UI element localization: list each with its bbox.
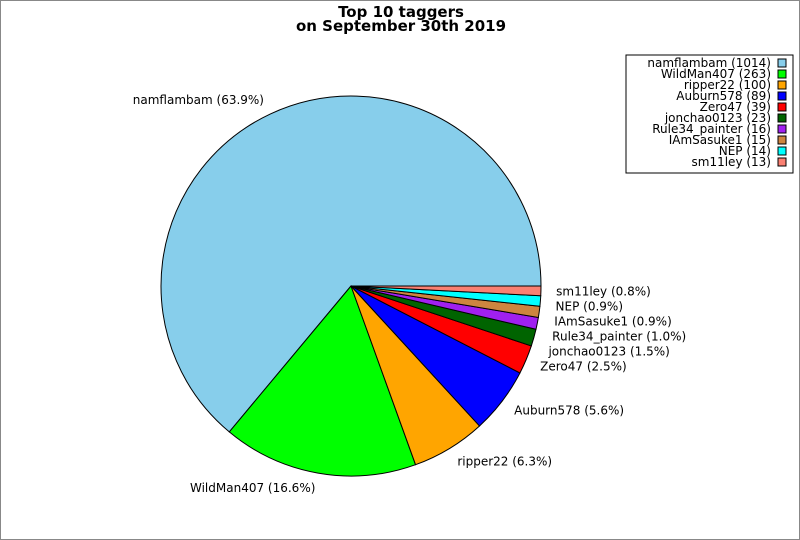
slice-label-ripper22: ripper22 (6.3%) [457,455,552,469]
legend-swatch-IAmSasuke1 [777,135,787,145]
slice-label-jonchao0123: jonchao0123 (1.5%) [547,344,669,358]
legend-swatch-ripper22 [777,80,787,90]
pie-slice-namflambam [160,95,542,433]
legend-label-IAmSasuke1: IAmSasuke1 (15) [669,133,771,147]
pie-slice-WildMan407 [228,285,417,477]
legend-swatch-Zero47 [777,102,787,112]
legend-swatch-Auburn578 [777,91,787,101]
slice-label-Auburn578: Auburn578 (5.6%) [514,403,624,417]
legend-swatch-WildMan407 [777,69,787,79]
slice-label-IAmSasuke1: IAmSasuke1 (0.9%) [554,314,671,328]
slice-label-sm11ley: sm11ley (0.8%) [556,284,651,298]
legend-label-WildMan407: WildMan407 (263) [661,67,771,81]
legend-label-Rule34_painter: Rule34_painter (16) [652,122,771,136]
legend-label-sm11ley: sm11ley (13) [692,155,771,169]
legend-label-jonchao0123: jonchao0123 (23) [664,111,771,125]
legend-swatch-sm11ley [777,157,787,167]
slice-label-NEP: NEP (0.9%) [556,299,623,313]
slice-label-Rule34_painter: Rule34_painter (1.0%) [552,329,686,343]
legend-label-ripper22: ripper22 (100) [684,78,771,92]
slice-label-namflambam: namflambam (63.9%) [133,93,264,107]
legend-label-NEP: NEP (14) [719,144,771,158]
legend-box [625,54,794,174]
legend-label-namflambam: namflambam (1014) [647,56,771,70]
legend-swatch-namflambam [777,58,787,68]
legend-swatch-NEP [777,146,787,156]
chart-title-line2: on September 30th 2019 [296,17,506,35]
pie-slice-sm11ley [350,285,542,297]
slice-label-WildMan407: WildMan407 (16.6%) [190,481,315,495]
slice-label-Zero47: Zero47 (2.5%) [540,359,627,373]
legend-swatch-jonchao0123 [777,113,787,123]
legend-label-Auburn578: Auburn578 (89) [676,89,771,103]
legend-swatch-Rule34_painter [777,124,787,134]
legend-label-Zero47: Zero47 (39) [700,100,771,114]
chart-title-line1: Top 10 taggers [338,3,464,21]
